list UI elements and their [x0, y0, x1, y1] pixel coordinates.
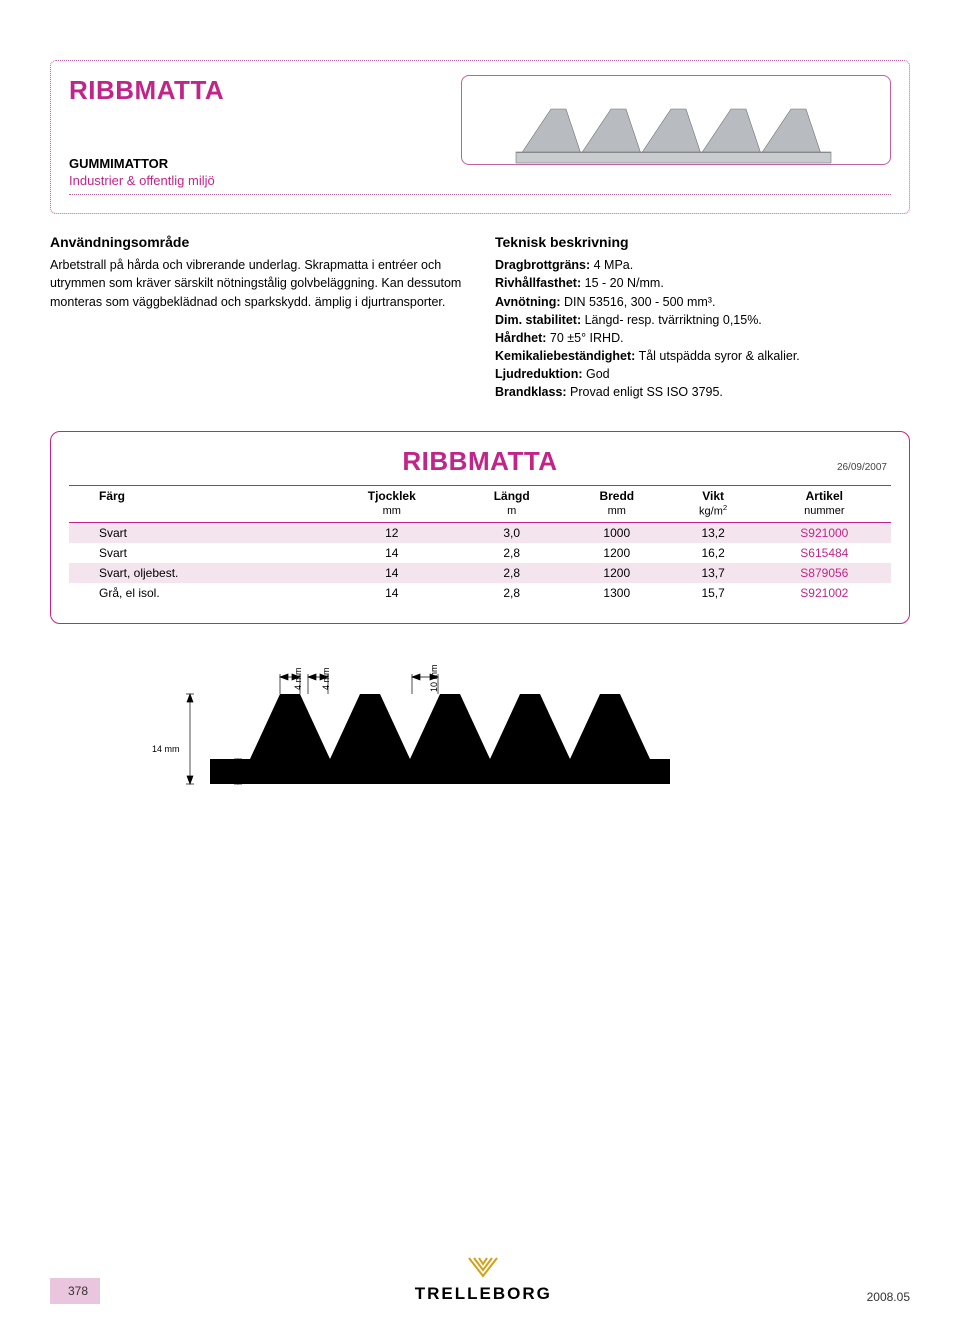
column-unit: mm [325, 503, 458, 522]
table-cell: 13,2 [669, 522, 758, 543]
table-title: RIBBMATTA [402, 446, 557, 477]
table-cell: 14 [325, 543, 458, 563]
spec-line: Rivhållfasthet: 15 - 20 N/mm. [495, 274, 910, 292]
table-cell: 3,0 [458, 522, 565, 543]
table-cell: 14 [325, 583, 458, 603]
table-cell: 1200 [565, 563, 669, 583]
column-unit: m [458, 503, 565, 522]
spec-line: Dim. stabilitet: Längd- resp. tvärriktni… [495, 311, 910, 329]
brand-name: TRELLEBORG [100, 1284, 867, 1304]
usage-text: Arbetstrall på hårda och vibrerande unde… [50, 256, 465, 310]
table-cell: 2,8 [458, 563, 565, 583]
dim-top2-label: 4 mm [321, 667, 331, 690]
header-box: RIBBMATTA GUMMIMATTOR Industrier & offen… [50, 60, 910, 214]
subcategory-label: Industrier & offentlig miljö [69, 173, 224, 188]
column-unit [69, 503, 325, 522]
article-number: S921002 [758, 583, 891, 603]
dim-left-label: 14 mm [152, 744, 180, 754]
table-cell: 13,7 [669, 563, 758, 583]
table-cell: 14 [325, 563, 458, 583]
column-unit: kg/m2 [669, 503, 758, 522]
page-number: 378 [50, 1278, 100, 1304]
article-number: S615484 [758, 543, 891, 563]
article-number: S921000 [758, 522, 891, 543]
table-cell: Svart, oljebest. [69, 563, 325, 583]
column-header: Bredd [565, 486, 669, 504]
data-table-box: RIBBMATTA 26/09/2007 FärgTjocklekLängdBr… [50, 431, 910, 624]
footer-date: 2008.05 [867, 1290, 910, 1304]
table-cell: Grå, el isol. [69, 583, 325, 603]
dim-top1-label: 4 mm [293, 667, 303, 690]
column-unit: mm [565, 503, 669, 522]
dim-base-label: 6 mm [246, 768, 269, 778]
article-number: S879056 [758, 563, 891, 583]
table-row: Grå, el isol.142,8130015,7S921002 [69, 583, 891, 603]
table-cell: Svart [69, 522, 325, 543]
column-header: Längd [458, 486, 565, 504]
spec-line: Hårdhet: 70 ±5° IRHD. [495, 329, 910, 347]
table-cell: 15,7 [669, 583, 758, 603]
table-row: Svart142,8120016,2S615484 [69, 543, 891, 563]
spec-line: Ljudreduktion: God [495, 365, 910, 383]
tech-section: Teknisk beskrivning Dragbrottgräns: 4 MP… [495, 232, 910, 401]
tech-heading: Teknisk beskrivning [495, 232, 910, 252]
table-cell: 1300 [565, 583, 669, 603]
spec-line: Dragbrottgräns: 4 MPa. [495, 256, 910, 274]
column-unit: nummer [758, 503, 891, 522]
page-footer: 378 TRELLEBORG 2008.05 [0, 1255, 960, 1304]
product-title: RIBBMATTA [69, 75, 224, 106]
table-row: Svart123,0100013,2S921000 [69, 522, 891, 543]
column-header: Färg [69, 486, 325, 504]
usage-heading: Användningsområde [50, 232, 465, 252]
table-cell: 1200 [565, 543, 669, 563]
spec-line: Kemikaliebeständighet: Tål utspädda syro… [495, 347, 910, 365]
table-cell: Svart [69, 543, 325, 563]
table-cell: 2,8 [458, 583, 565, 603]
column-header: Tjocklek [325, 486, 458, 504]
table-cell: 12 [325, 522, 458, 543]
data-table: FärgTjocklekLängdBreddViktArtikel mmmmmk… [69, 485, 891, 603]
column-header: Vikt [669, 486, 758, 504]
profile-diagram: 14 mm 6 mm 4 mm 4 mm 10 mm [150, 664, 710, 804]
table-cell: 16,2 [669, 543, 758, 563]
brand-icon [463, 1255, 503, 1279]
product-image [461, 75, 891, 165]
spec-line: Avnötning: DIN 53516, 300 - 500 mm³. [495, 293, 910, 311]
table-cell: 2,8 [458, 543, 565, 563]
usage-section: Användningsområde Arbetstrall på hårda o… [50, 232, 465, 401]
dim-top3-label: 10 mm [429, 664, 439, 692]
table-cell: 1000 [565, 522, 669, 543]
table-row: Svart, oljebest.142,8120013,7S879056 [69, 563, 891, 583]
spec-line: Brandklass: Provad enligt SS ISO 3795. [495, 383, 910, 401]
category-label: GUMMIMATTOR [69, 156, 224, 171]
column-header: Artikel [758, 486, 891, 504]
table-date: 26/09/2007 [837, 462, 887, 473]
